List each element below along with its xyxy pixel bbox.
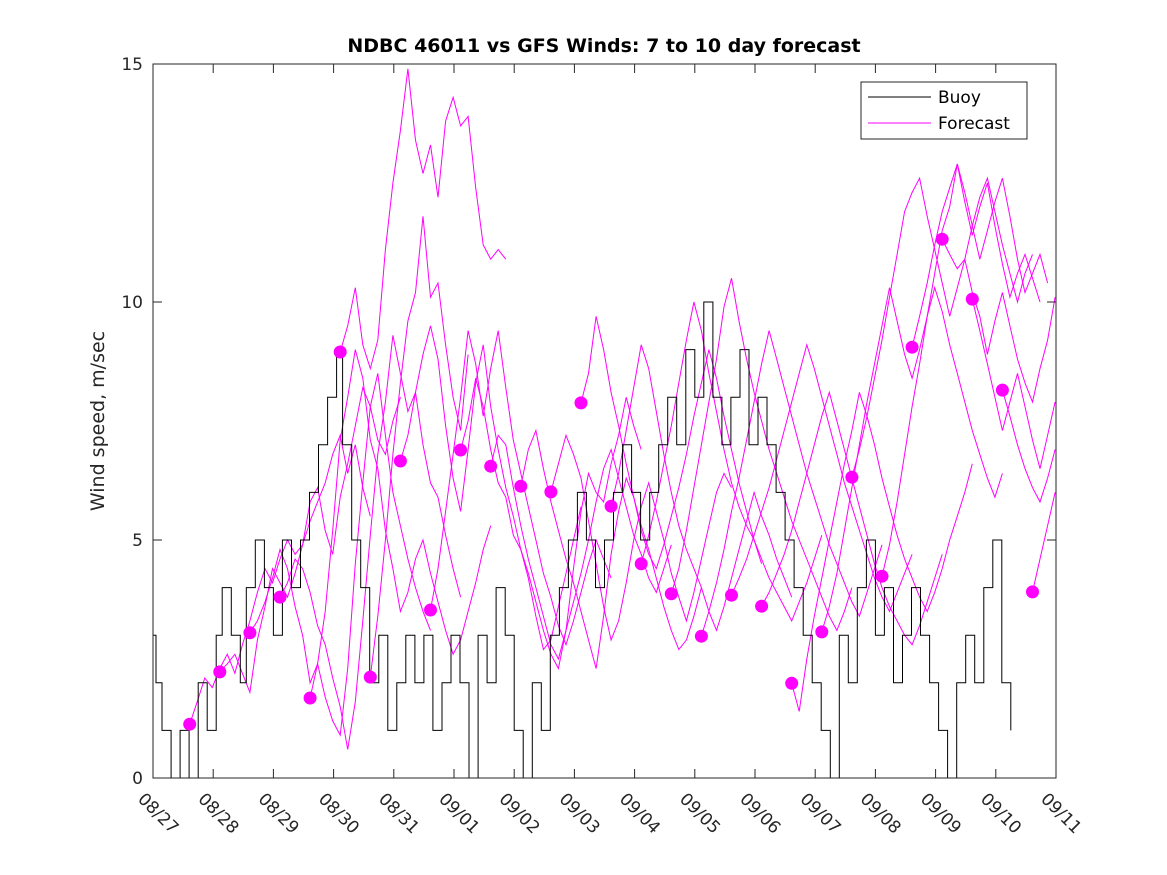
forecast-marker-26 (935, 232, 949, 246)
forecast-marker-11 (484, 459, 498, 473)
legend: Buoy Forecast (860, 81, 1028, 140)
legend-label-forecast: Forecast (938, 114, 1010, 134)
forecast-marker-28 (995, 383, 1009, 397)
y-axis-label: Wind speed, m/sec (87, 331, 109, 511)
y-axis: 0 5 10 15 (121, 55, 1056, 789)
forecast-marker-19 (725, 588, 738, 602)
buoy-line (153, 301, 1012, 779)
forecast-line-12 (520, 428, 702, 669)
legend-box (860, 81, 1028, 140)
forecast-line-22 (821, 285, 1003, 633)
forecast-marker-18 (694, 629, 708, 643)
forecast-line-3 (249, 373, 431, 737)
forecast-marker-27 (965, 292, 979, 306)
legend-label-buoy: Buoy (938, 88, 981, 108)
forecast-line-11 (490, 434, 672, 661)
forecast-line-23 (851, 176, 1033, 478)
forecast-line-27 (971, 298, 1056, 469)
forecast-marker-3 (243, 626, 257, 640)
forecast-marker-15 (604, 499, 618, 513)
forecast-marker-22 (815, 625, 829, 639)
forecast-marker-24 (875, 569, 889, 583)
forecast-marker-5 (303, 691, 317, 705)
forecast-line-19 (731, 343, 913, 613)
forecast-marker-9 (424, 603, 437, 617)
forecast-marker-7 (363, 670, 377, 684)
forecast-line-24 (881, 163, 1049, 577)
forecast-marker-2 (213, 665, 227, 679)
forecast-marker-29 (1026, 585, 1039, 599)
forecast-marker-12 (514, 479, 528, 493)
forecast-line-4 (279, 335, 462, 750)
forecast-marker-17 (664, 587, 678, 601)
forecast-line-16 (640, 301, 823, 623)
forecast-marker-23 (845, 470, 859, 484)
forecast-line-21 (791, 392, 973, 712)
forecast-marker-8 (393, 454, 407, 468)
buoy-lines (153, 301, 1012, 779)
forecast-line-17 (670, 278, 853, 632)
forecast-marker-4 (273, 590, 287, 604)
chart-title: NDBC 46011 vs GFS Winds: 7 to 10 day for… (347, 35, 860, 57)
forecast-line-25 (911, 163, 1041, 348)
forecast-line-18 (700, 330, 883, 637)
forecast-line-29 (1032, 492, 1056, 593)
forecast-line-10 (460, 378, 642, 670)
forecast-line-13 (550, 433, 732, 642)
forecast-line-14 (580, 316, 763, 570)
forecast-marker-6 (333, 345, 347, 359)
forecast-marker-25 (905, 340, 919, 354)
plot-area (153, 64, 1056, 778)
forecast-marker-20 (755, 599, 769, 613)
forecast-marker-14 (574, 396, 588, 410)
forecast-marker-16 (634, 557, 648, 571)
plot-frame (152, 63, 1057, 779)
forecast-line-28 (1001, 389, 1056, 504)
forecast-line-26 (941, 238, 1056, 404)
forecast-line-9 (430, 330, 612, 647)
y-tick-label: 10 (121, 293, 143, 313)
forecast-line-8 (399, 325, 582, 651)
forecast-line-5 (309, 349, 492, 699)
forecast-line-15 (610, 344, 793, 632)
forecast-marker-21 (785, 676, 799, 690)
y-tick-label: 5 (132, 531, 143, 551)
forecast-line-7 (369, 216, 469, 678)
forecast-marker-1 (183, 717, 197, 731)
forecast-markers (183, 232, 1039, 731)
y-tick-label: 0 (132, 769, 143, 789)
forecast-marker-13 (544, 485, 558, 499)
forecast-marker-10 (454, 443, 468, 457)
forecast-lines (189, 68, 1056, 750)
forecast-line-6 (339, 68, 507, 371)
y-tick-label: 15 (121, 55, 143, 75)
